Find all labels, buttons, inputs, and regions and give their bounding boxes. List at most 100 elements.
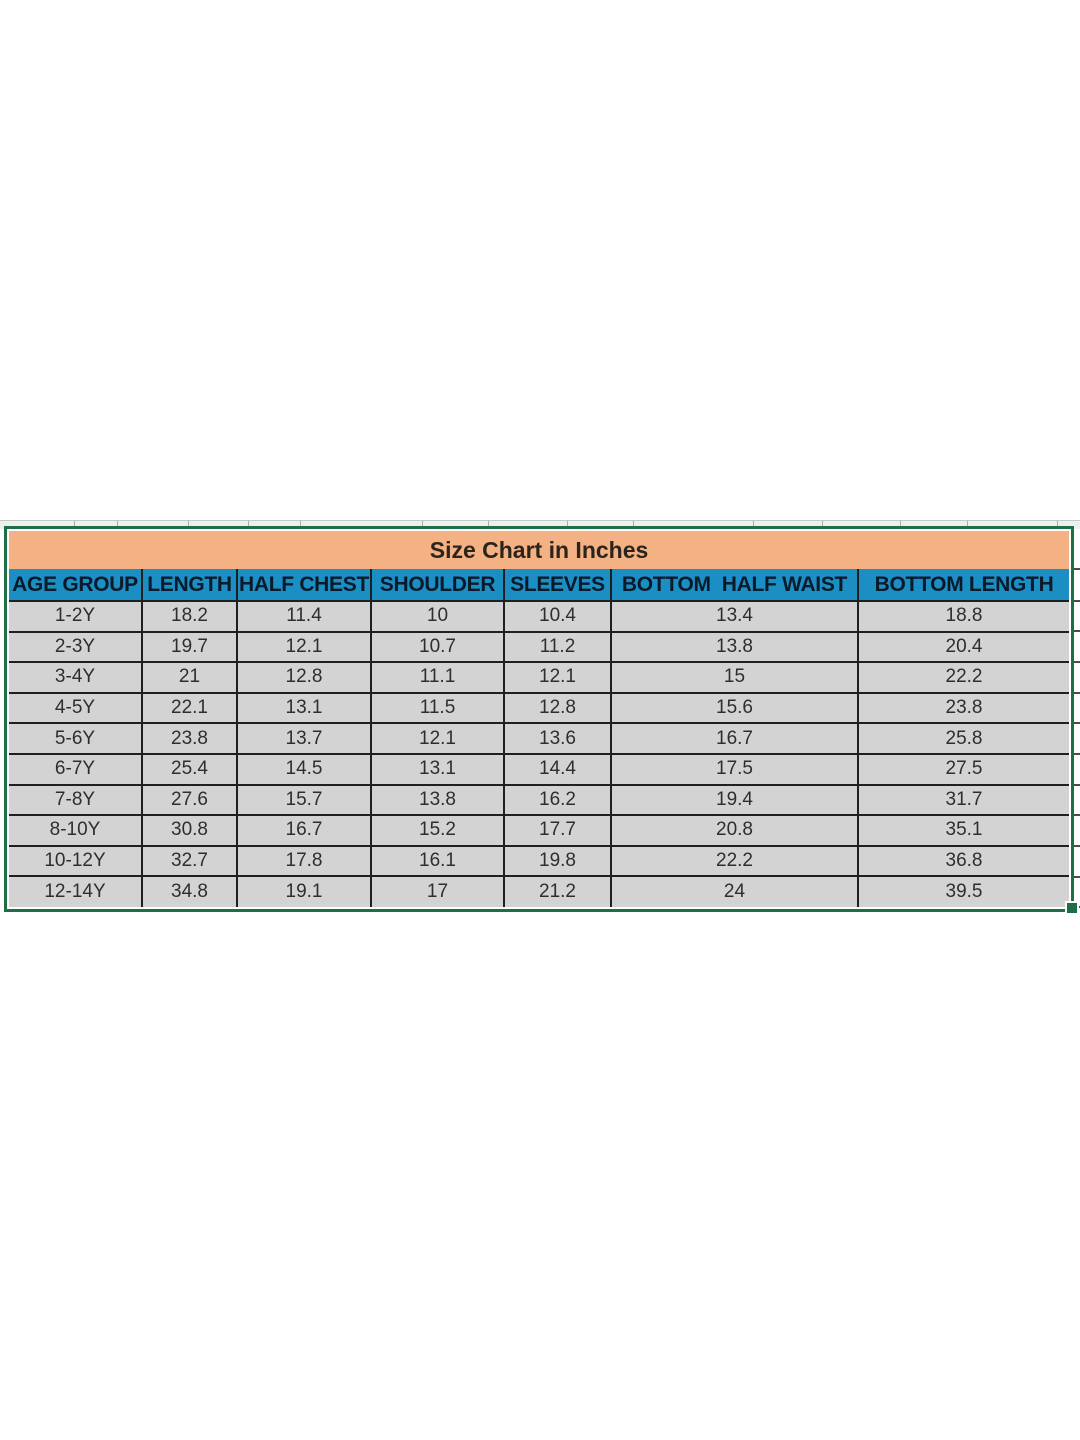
data-cell[interactable]: 22.1 xyxy=(141,691,238,725)
data-cell[interactable]: 24 xyxy=(610,875,859,907)
gridline-tick xyxy=(1074,722,1080,724)
table-row: 3-4Y 21 12.8 11.1 12.1 15 22.2 xyxy=(9,661,1070,694)
spreadsheet-gridline-strip xyxy=(0,520,1080,529)
data-cell[interactable]: 17.8 xyxy=(236,844,372,878)
header-cell-shoulder[interactable]: SHOULDER xyxy=(370,569,505,602)
header-cell-bottom-half-waist[interactable]: BOTTOM HALF WAIST xyxy=(610,569,859,602)
data-cell[interactable]: 12.8 xyxy=(503,691,612,725)
data-cell[interactable]: 10.4 xyxy=(503,600,612,633)
data-cell[interactable]: 36.8 xyxy=(856,844,1070,878)
data-cell[interactable]: 22.2 xyxy=(610,844,859,878)
data-cell[interactable]: 12.1 xyxy=(236,630,372,664)
data-cell[interactable]: 23.8 xyxy=(141,722,238,755)
data-cell[interactable]: 30.8 xyxy=(141,814,238,847)
gridline-tick xyxy=(1074,876,1080,878)
data-cell[interactable]: 15 xyxy=(610,661,859,694)
data-cell[interactable]: 16.7 xyxy=(610,722,859,755)
data-cell[interactable]: 19.4 xyxy=(610,783,859,817)
data-cell[interactable]: 25.4 xyxy=(141,752,238,786)
data-cell[interactable]: 12.1 xyxy=(503,661,612,694)
data-cell[interactable]: 16.1 xyxy=(370,844,505,878)
data-cell[interactable]: 12.1 xyxy=(370,722,505,755)
data-cell[interactable]: 5-6Y xyxy=(9,722,143,755)
data-cell[interactable]: 10 xyxy=(370,600,505,633)
data-cell[interactable]: 19.1 xyxy=(236,875,372,907)
data-cell[interactable]: 4-5Y xyxy=(9,691,143,725)
fill-handle[interactable] xyxy=(1065,901,1079,915)
data-cell[interactable]: 12.8 xyxy=(236,661,372,694)
data-cell[interactable]: 18.2 xyxy=(141,600,238,633)
gridline-tick xyxy=(1074,753,1080,755)
data-cell[interactable]: 13.8 xyxy=(610,630,859,664)
data-cell[interactable]: 32.7 xyxy=(141,844,238,878)
data-cell[interactable]: 13.1 xyxy=(236,691,372,725)
header-cell-bottom-length[interactable]: BOTTOM LENGTH xyxy=(856,569,1070,602)
data-cell[interactable]: 6-7Y xyxy=(9,752,143,786)
data-cell[interactable]: 22.2 xyxy=(856,661,1070,694)
data-cell[interactable]: 13.4 xyxy=(610,600,859,633)
table-row: 12-14Y 34.8 19.1 17 21.2 24 39.5 xyxy=(9,875,1070,907)
data-cell[interactable]: 25.8 xyxy=(856,722,1070,755)
data-cell[interactable]: 16.7 xyxy=(236,814,372,847)
data-cell[interactable]: 31.7 xyxy=(856,783,1070,817)
header-cell-age-group[interactable]: AGE GROUP xyxy=(9,569,143,602)
data-cell[interactable]: 18.8 xyxy=(856,600,1070,633)
data-cell[interactable]: 27.6 xyxy=(141,783,238,817)
data-cell[interactable]: 13.7 xyxy=(236,722,372,755)
data-cell[interactable]: 15.6 xyxy=(610,691,859,725)
data-cell[interactable]: 39.5 xyxy=(856,875,1070,907)
data-cell[interactable]: 10.7 xyxy=(370,630,505,664)
data-cell[interactable]: 16.2 xyxy=(503,783,612,817)
data-cell[interactable]: 7-8Y xyxy=(9,783,143,817)
data-cell[interactable]: 17 xyxy=(370,875,505,907)
header-cell-half-chest[interactable]: HALF CHEST xyxy=(236,569,372,602)
data-cell[interactable]: 27.5 xyxy=(856,752,1070,786)
table-row: 5-6Y 23.8 13.7 12.1 13.6 16.7 25.8 xyxy=(9,722,1070,755)
gridline-tick xyxy=(188,521,189,529)
data-cell[interactable]: 13.8 xyxy=(370,783,505,817)
data-cell[interactable]: 3-4Y xyxy=(9,661,143,694)
data-cell[interactable]: 1-2Y xyxy=(9,600,143,633)
right-gridline-ticks xyxy=(1074,0,1080,1440)
gridline-tick xyxy=(1074,814,1080,816)
data-cell[interactable]: 12-14Y xyxy=(9,875,143,907)
table-header-row: AGE GROUP LENGTH HALF CHEST SHOULDER SLE… xyxy=(9,569,1070,602)
table-title[interactable]: Size Chart in Inches xyxy=(9,531,1070,569)
data-cell[interactable]: 11.2 xyxy=(503,630,612,664)
data-cell[interactable]: 23.8 xyxy=(856,691,1070,725)
gridline-tick xyxy=(753,521,754,529)
data-cell[interactable]: 34.8 xyxy=(141,875,238,907)
data-cell[interactable]: 2-3Y xyxy=(9,630,143,664)
data-cell[interactable]: 13.1 xyxy=(370,752,505,786)
data-cell[interactable]: 19.8 xyxy=(503,844,612,878)
data-cell[interactable]: 20.8 xyxy=(610,814,859,847)
data-cell[interactable]: 15.7 xyxy=(236,783,372,817)
data-cell[interactable]: 11.1 xyxy=(370,661,505,694)
table-row: 10-12Y 32.7 17.8 16.1 19.8 22.2 36.8 xyxy=(9,844,1070,878)
data-cell[interactable]: 17.7 xyxy=(503,814,612,847)
gridline-tick xyxy=(1074,845,1080,847)
data-cell[interactable]: 21 xyxy=(141,661,238,694)
data-cell[interactable]: 21.2 xyxy=(503,875,612,907)
header-cell-length[interactable]: LENGTH xyxy=(141,569,238,602)
data-cell[interactable]: 15.2 xyxy=(370,814,505,847)
table-row: 1-2Y 18.2 11.4 10 10.4 13.4 18.8 xyxy=(9,600,1070,633)
data-cell[interactable]: 14.4 xyxy=(503,752,612,786)
gridline-tick xyxy=(822,521,823,529)
gridline-tick xyxy=(300,521,301,529)
header-cell-sleeves[interactable]: SLEEVES xyxy=(503,569,612,602)
data-cell[interactable]: 13.6 xyxy=(503,722,612,755)
data-cell[interactable]: 10-12Y xyxy=(9,844,143,878)
data-cell[interactable]: 17.5 xyxy=(610,752,859,786)
gridline-tick xyxy=(1074,630,1080,632)
data-cell[interactable]: 20.4 xyxy=(856,630,1070,664)
gridline-tick xyxy=(74,521,75,529)
data-cell[interactable]: 11.5 xyxy=(370,691,505,725)
data-cell[interactable]: 11.4 xyxy=(236,600,372,633)
data-cell[interactable]: 14.5 xyxy=(236,752,372,786)
gridline-tick xyxy=(1074,600,1080,602)
data-cell[interactable]: 19.7 xyxy=(141,630,238,664)
gridline-tick xyxy=(1074,661,1080,663)
data-cell[interactable]: 35.1 xyxy=(856,814,1070,847)
data-cell[interactable]: 8-10Y xyxy=(9,814,143,847)
